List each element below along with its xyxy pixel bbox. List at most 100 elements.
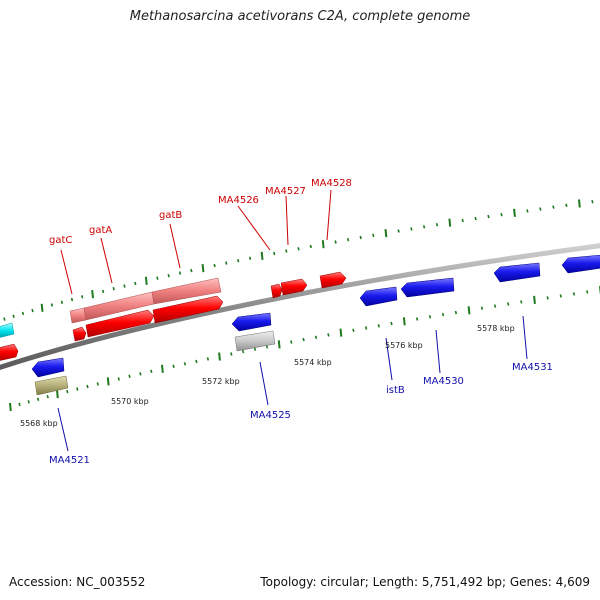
inner-track-tick <box>139 372 142 376</box>
inner-track-tick <box>507 302 510 306</box>
inner-track-tick <box>586 290 589 294</box>
outer-track-tick <box>285 249 288 253</box>
inner-track-tick <box>206 357 210 361</box>
accession-text: Accession: NC_003552 <box>9 575 146 589</box>
outer-track-tick <box>591 199 594 204</box>
gene-label-MA4525: MA4525 <box>250 410 291 421</box>
gene-label-MA4530: MA4530 <box>423 376 464 387</box>
gene-label-MA4531: MA4531 <box>512 362 553 373</box>
outer-track-tick <box>248 256 252 261</box>
leader-istB <box>385 337 393 381</box>
gene-feature-MA4521[interactable] <box>31 357 65 378</box>
gene-feature-gatA[interactable] <box>85 309 155 338</box>
inner-track-tick <box>218 352 221 361</box>
outer-track-tick <box>81 295 84 299</box>
inner-track-tick <box>96 382 99 386</box>
scale-label-5578: 5578 kbp <box>477 324 515 333</box>
gene-feature-gatC[interactable] <box>72 326 87 342</box>
outer-track-tick <box>448 218 452 227</box>
gene-feature-MA4527[interactable] <box>280 278 308 296</box>
scale-label-5576: 5576 kbp <box>385 341 423 350</box>
gene-feature-gatB[interactable] <box>152 295 224 324</box>
gene-feature-gatB-pink[interactable] <box>151 277 222 305</box>
gene-label-MA4527: MA4527 <box>265 186 306 197</box>
scale-label-5572: 5572 kbp <box>202 377 240 386</box>
outer-track-tick <box>513 208 516 217</box>
gene-feature-MA4525[interactable] <box>231 312 272 332</box>
outer-track-tick <box>273 251 276 256</box>
outer-track-tick <box>474 216 477 221</box>
gene-feature-MA4528[interactable] <box>319 271 347 289</box>
outer-track-tick <box>461 218 464 223</box>
gene-label-istB: istB <box>386 385 405 396</box>
outer-track-tick <box>70 297 74 302</box>
gene-feature-MA4531[interactable] <box>493 262 541 283</box>
inner-track-tick <box>467 306 471 315</box>
gene-feature-istB[interactable] <box>359 286 398 307</box>
outer-track-tick <box>237 258 240 263</box>
outer-track-tick <box>167 273 170 278</box>
gene-feature-gatC-pink[interactable] <box>69 307 87 324</box>
inner-track-tick <box>572 292 576 296</box>
inner-track-tick <box>56 390 59 399</box>
outer-track-tick <box>260 251 264 260</box>
outer-track-tick <box>487 214 490 219</box>
inner-track-tick <box>9 402 12 412</box>
gene-label-MA4528: MA4528 <box>311 178 352 189</box>
outer-track-tick <box>578 199 581 208</box>
outer-track-tick <box>40 303 44 312</box>
inner-track-tick <box>454 310 458 315</box>
inner-track-tick <box>172 364 175 369</box>
outer-track-tick <box>144 276 148 285</box>
plus-label-leaders <box>60 189 332 295</box>
plus-strand-features <box>0 271 347 361</box>
outer-track-tick <box>178 271 182 275</box>
inner-track-tick <box>302 337 305 342</box>
outer-track-tick <box>50 303 54 307</box>
inner-track-tick <box>559 294 562 298</box>
inner-track-tick <box>364 326 368 330</box>
outer-track-tick <box>309 244 312 249</box>
outer-track-tick <box>384 229 388 238</box>
gene-feature-gray[interactable] <box>234 330 276 352</box>
gene-feature-MA4526[interactable] <box>270 283 283 299</box>
leader-MA4530 <box>435 329 441 374</box>
scale-labels: 5568 kbp 5570 kbp 5572 kbp 5574 kbp 5576… <box>20 324 515 428</box>
gene-feature-cyan[interactable] <box>0 322 15 338</box>
outer-track-tick <box>321 240 325 249</box>
outer-track-tick <box>134 281 137 286</box>
inner-track-tick <box>377 324 380 328</box>
inner-track-tick <box>150 369 153 374</box>
outer-track-tick <box>213 263 216 268</box>
inner-track-tick <box>128 374 131 379</box>
outer-track-tick <box>334 240 337 244</box>
minus-label-leaders <box>57 315 528 452</box>
minus-gene-labels: MA4521 MA4525 istB MA4530 MA4531 <box>49 362 553 466</box>
outer-track-tick <box>101 289 105 294</box>
outer-track-tick <box>21 311 25 316</box>
outer-track-tick <box>539 207 542 211</box>
outer-track-tick <box>422 225 426 229</box>
gene-label-MA4521: MA4521 <box>49 455 90 466</box>
outer-track-tick <box>410 227 413 231</box>
minus-strand-features <box>31 254 600 396</box>
inner-track-tick <box>161 364 164 373</box>
outer-tick-track <box>3 199 594 321</box>
gene-feature-left-red[interactable] <box>0 343 19 361</box>
leader-MA4525 <box>259 361 269 406</box>
inner-track-tick <box>415 317 419 321</box>
gene-feature-MA4530[interactable] <box>400 277 455 298</box>
gene-label-gatB: gatB <box>159 210 182 221</box>
inner-track-tick <box>230 352 233 356</box>
inner-track-tick <box>533 295 536 304</box>
gene-feature-olive[interactable] <box>34 375 69 396</box>
leader-MA4526 <box>237 205 271 251</box>
inner-track-tick <box>520 300 523 304</box>
plus-gene-labels: gatC gatA gatB MA4526 MA4527 MA4528 <box>49 178 352 246</box>
gene-label-MA4526: MA4526 <box>218 195 259 206</box>
gene-feature-right-blue[interactable] <box>561 254 600 274</box>
inner-track-tick <box>265 345 269 349</box>
inner-tick-track <box>9 286 600 412</box>
inner-track-tick <box>277 340 281 349</box>
inner-track-tick <box>36 397 40 402</box>
